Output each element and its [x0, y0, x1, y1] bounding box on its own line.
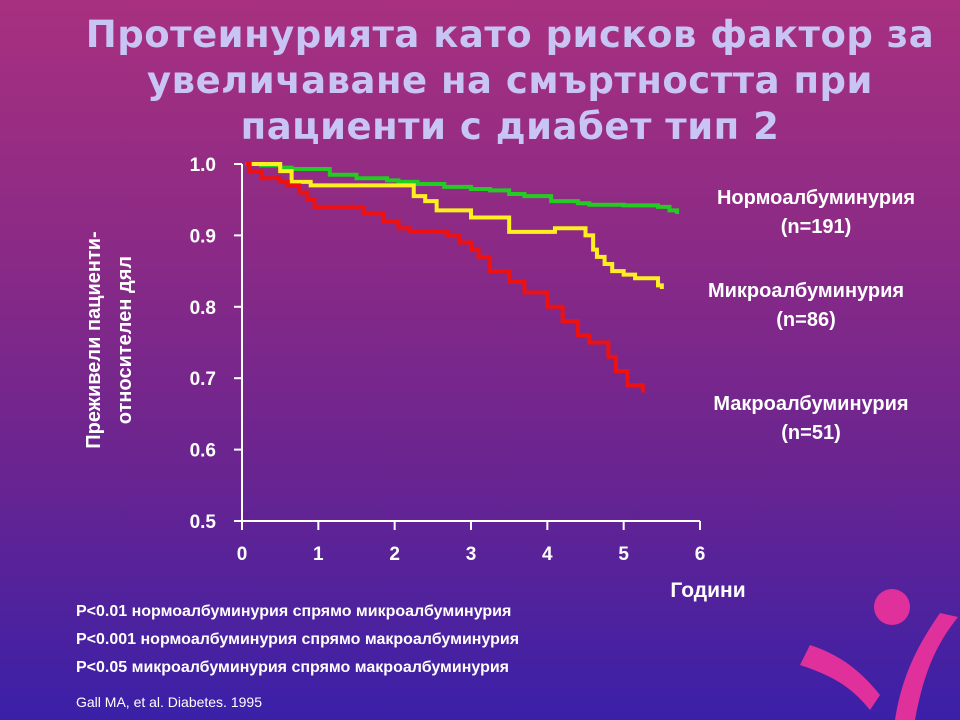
x-tick-label: 0 [237, 544, 248, 565]
y-axis-label-line-2: относителен дял [114, 256, 136, 424]
slide-title: Протеинурията като рисков фактор за увел… [60, 12, 960, 150]
legend-macro-n: (n=51) [781, 422, 841, 444]
title-line-1: Протеинурията като рисков фактор за [85, 13, 935, 56]
legend-macroalbuminuria: Макроалбуминурия (n=51) [685, 390, 937, 448]
legend-macro-name: Макроалбуминурия [713, 393, 909, 415]
x-tick-label: 5 [618, 544, 629, 565]
series-line-0 [245, 162, 680, 214]
chart-series [245, 162, 680, 393]
y-tick-label: 0.6 [190, 441, 216, 462]
p-value-micro-macro: P<0.05 микроалбуминурия спрямо макроалбу… [76, 659, 510, 676]
x-tick-label: 6 [695, 544, 706, 565]
legend-microalbuminuria: Микроалбуминурия (n=86) [680, 277, 932, 335]
legend-normo-name: Нормоалбуминурия [716, 187, 916, 209]
p-value-normo-macro: P<0.001 нормоалбуминурия спрямо макроалб… [76, 631, 520, 648]
title-line-3: пациенти с диабет тип 2 [240, 105, 780, 148]
x-tick-label: 1 [313, 544, 324, 565]
legend-micro-name: Микроалбуминурия [707, 280, 905, 302]
y-tick-label: 0.7 [190, 369, 216, 390]
p-value-normo-micro: P<0.01 нормоалбуминурия спрямо микроалбу… [76, 603, 512, 620]
p-values: P<0.01 нормоалбуминурия спрямо микроалбу… [76, 598, 519, 682]
x-axis-label: Години [670, 579, 745, 602]
y-tick-label: 1.0 [190, 155, 216, 176]
y-tick-label: 0.9 [190, 226, 216, 247]
title-line-2: увеличаване на смъртността при [147, 59, 873, 102]
series-line-1 [245, 162, 664, 289]
reference-citation: Gall MA, et al. Diabetes. 1995 [76, 694, 262, 710]
x-tick-label: 3 [466, 544, 477, 565]
chart-axes: 1.0 0.9 0.8 0.7 0.6 0.5 0 1 2 3 4 5 6 [190, 155, 706, 565]
y-tick-label: 0.5 [190, 512, 217, 533]
x-tick-label: 4 [542, 544, 553, 565]
y-axis-label-line-1: Преживели пациенти- [83, 231, 105, 448]
logo-figure-icon [800, 589, 958, 720]
x-tick-label: 2 [389, 544, 400, 565]
legend-normoalbuminuria: Нормоалбуминурия (n=191) [690, 184, 942, 242]
series-line-2 [245, 162, 645, 393]
legend-micro-n: (n=86) [776, 309, 836, 331]
y-tick-label: 0.8 [190, 298, 216, 319]
legend-normo-n: (n=191) [780, 216, 852, 238]
